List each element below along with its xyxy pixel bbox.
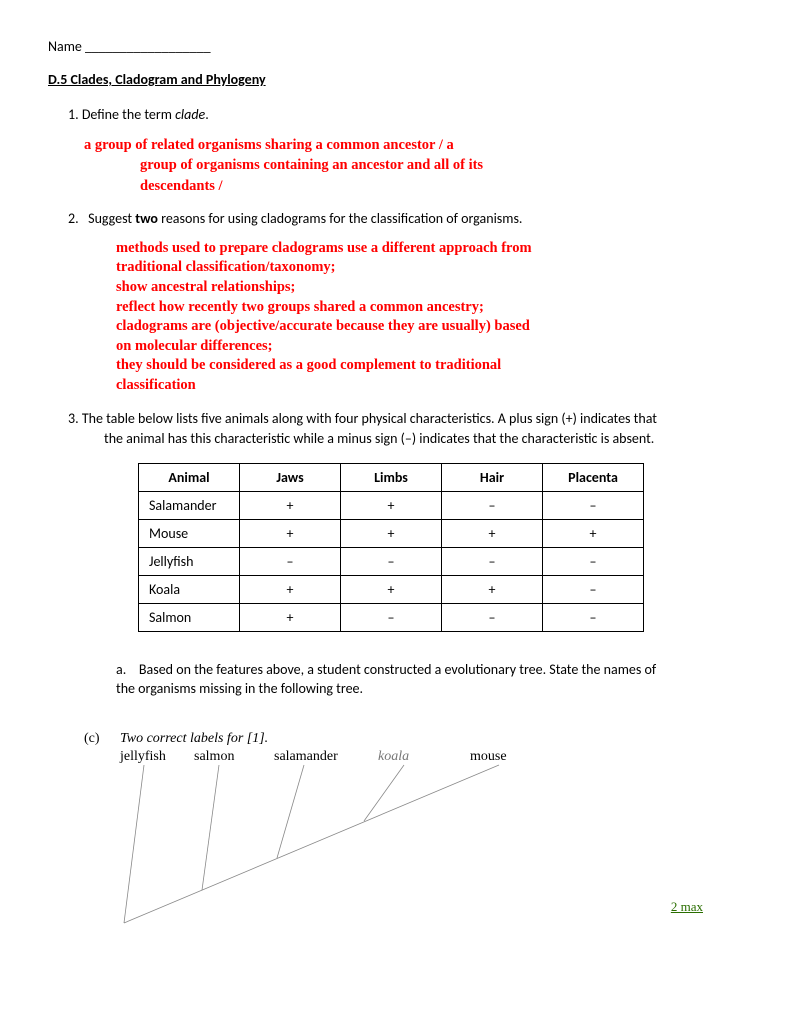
- cell: –: [442, 547, 543, 575]
- table-row: Salmon + – – –: [139, 603, 644, 631]
- cell: Mouse: [139, 519, 240, 547]
- q3a-l2: the organisms missing in the following t…: [116, 680, 363, 697]
- a1-l2: group of organisms containing an ancesto…: [140, 155, 743, 175]
- cell: +: [442, 575, 543, 603]
- question-2: 2. Suggest two reasons for using cladogr…: [68, 210, 743, 227]
- col-placenta: Placenta: [543, 463, 644, 491]
- cell: –: [543, 547, 644, 575]
- table-header-row: Animal Jaws Limbs Hair Placenta: [139, 463, 644, 491]
- cladogram-c-label: (c): [84, 731, 100, 747]
- cell: –: [341, 603, 442, 631]
- q3-number: 3.: [68, 410, 79, 427]
- q1-post: .: [205, 106, 209, 123]
- cell: –: [442, 603, 543, 631]
- q2-bold: two: [135, 210, 158, 227]
- cladogram-svg: [104, 763, 564, 943]
- cell: Salmon: [139, 603, 240, 631]
- cell: –: [442, 491, 543, 519]
- a2-l4: reflect how recently two groups shared a…: [116, 298, 743, 318]
- table-row: Mouse + + + +: [139, 519, 644, 547]
- cell: +: [240, 603, 341, 631]
- a2-l5: cladograms are (objective/accurate becau…: [116, 317, 743, 337]
- q2-pre: Suggest: [88, 210, 135, 227]
- q1-pre: Define the term: [82, 106, 175, 123]
- a2-l3: show ancestral relationships;: [116, 278, 743, 298]
- a2-l8: classification: [116, 376, 743, 396]
- cell: Salamander: [139, 491, 240, 519]
- q2-post: reasons for using cladograms for the cla…: [158, 210, 523, 227]
- cell: +: [240, 491, 341, 519]
- q3a-l1: Based on the features above, a student c…: [139, 661, 656, 678]
- a2-l7: they should be considered as a good comp…: [116, 356, 743, 376]
- a2-l2: traditional classification/taxonomy;: [116, 258, 743, 278]
- a2-l6: on molecular differences;: [116, 337, 743, 357]
- table-row: Koala + + + –: [139, 575, 644, 603]
- a1-l1: a group of related organisms sharing a c…: [84, 137, 454, 153]
- a1-l3: descendants /: [140, 176, 743, 196]
- name-field: Name __________________: [48, 38, 743, 55]
- cell: Jellyfish: [139, 547, 240, 575]
- cladogram: (c) Two correct labels for [1]. jellyfis…: [84, 719, 743, 949]
- q2-number: 2.: [68, 210, 79, 227]
- col-animal: Animal: [139, 463, 240, 491]
- cell: –: [543, 491, 644, 519]
- cell: –: [543, 603, 644, 631]
- characteristics-table: Animal Jaws Limbs Hair Placenta Salamand…: [138, 463, 644, 632]
- cell: +: [240, 575, 341, 603]
- q3-l2: the animal has this characteristic while…: [104, 430, 654, 447]
- question-1: 1. Define the term clade.: [68, 106, 743, 123]
- col-hair: Hair: [442, 463, 543, 491]
- worksheet-title: D.5 Clades, Cladogram and Phylogeny: [48, 71, 743, 88]
- cell: –: [240, 547, 341, 575]
- cell: Koala: [139, 575, 240, 603]
- q3a-label: a.: [116, 661, 126, 678]
- question-3: 3. The table below lists five animals al…: [68, 409, 743, 448]
- cell: –: [341, 547, 442, 575]
- q1-italic: clade: [175, 106, 205, 123]
- cell: +: [341, 519, 442, 547]
- cell: +: [341, 491, 442, 519]
- max-score: 2 max: [671, 899, 703, 915]
- question-3a: a. Based on the features above, a studen…: [116, 660, 743, 699]
- answer-1: a group of related organisms sharing a c…: [84, 135, 743, 196]
- cell: +: [442, 519, 543, 547]
- cladogram-intro: Two correct labels for [1].: [120, 731, 268, 747]
- cell: +: [341, 575, 442, 603]
- table-row: Jellyfish – – – –: [139, 547, 644, 575]
- q1-number: 1.: [68, 106, 79, 123]
- a2-l1: methods used to prepare cladograms use a…: [116, 239, 743, 259]
- cell: +: [240, 519, 341, 547]
- col-limbs: Limbs: [341, 463, 442, 491]
- cell: +: [543, 519, 644, 547]
- answer-2: methods used to prepare cladograms use a…: [116, 239, 743, 396]
- q3-l1: The table below lists five animals along…: [82, 410, 657, 427]
- col-jaws: Jaws: [240, 463, 341, 491]
- cell: –: [543, 575, 644, 603]
- table-row: Salamander + + – –: [139, 491, 644, 519]
